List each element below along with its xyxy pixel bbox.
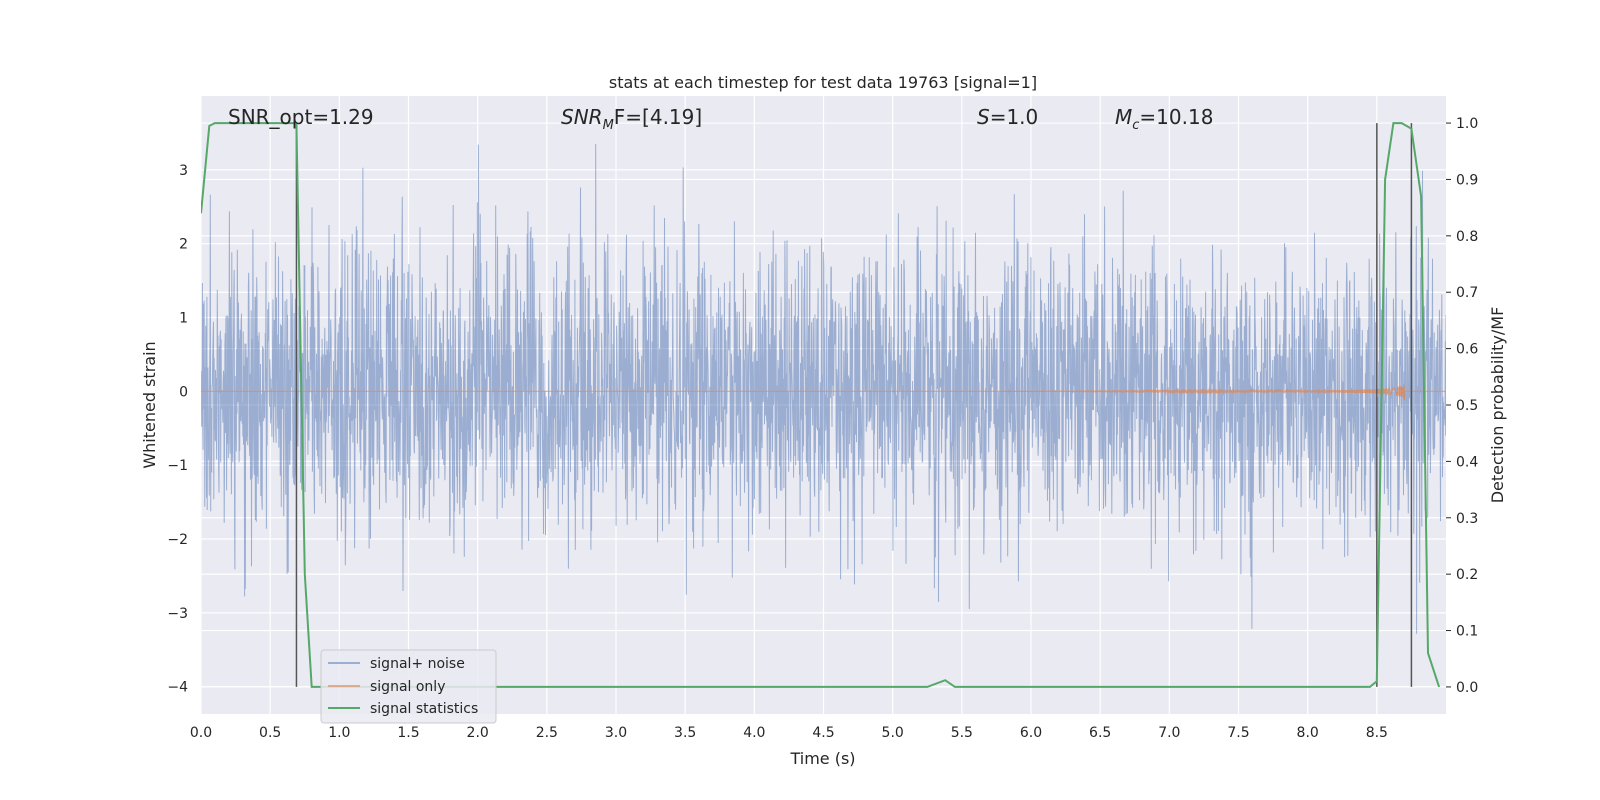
y2-tick-label: 0.0 <box>1456 680 1478 696</box>
x-tick-label: 3.5 <box>674 725 696 741</box>
y-tick-label: −3 <box>167 606 188 622</box>
legend: signal+ noise signal only signal statist… <box>320 649 497 724</box>
x-tick-label: 1.0 <box>328 725 350 741</box>
legend-box <box>320 649 497 724</box>
y2-tick-label: 0.5 <box>1456 398 1478 414</box>
y-tick-label: 0 <box>179 384 188 400</box>
x-tick-label: 5.5 <box>951 725 973 741</box>
x-tick-label: 8.5 <box>1366 725 1388 741</box>
annotation-s-value: =1.0 <box>990 105 1039 129</box>
y-tick-label: −4 <box>167 680 188 696</box>
x-tick-label: 1.5 <box>397 725 419 741</box>
y2-tick-label: 0.4 <box>1456 454 1478 470</box>
y-tick-label: 2 <box>179 237 188 253</box>
annotation-mc-subscript: c <box>1132 118 1139 133</box>
annotation-snr-mf-subscript: M <box>603 118 614 133</box>
x-tick-label: 7.0 <box>1158 725 1180 741</box>
y2-tick-label: 0.2 <box>1456 567 1478 583</box>
annotation-snr-mf: SNRMF=[4.19] <box>561 105 702 133</box>
y-axis-right-ticks: 1.0 0.9 0.8 0.7 0.6 0.5 0.4 0.3 0.2 0.1 0.0 <box>1446 116 1478 696</box>
x-tick-label: 6.5 <box>1089 725 1111 741</box>
x-tick-label: 8.0 <box>1297 725 1319 741</box>
legend-label-signal-noise: signal+ noise <box>370 656 465 672</box>
x-axis-ticks: 0.0 0.5 1.0 1.5 2.0 2.5 3.0 3.5 4.0 4.5 5.0 5.5 6.0 6… <box>190 725 1388 741</box>
x-tick-label: 4.0 <box>743 725 765 741</box>
series-signal-statistics <box>201 122 1441 688</box>
y-tick-label: −2 <box>167 532 188 548</box>
x-tick-label: 7.5 <box>1227 725 1249 741</box>
y2-tick-label: 0.3 <box>1456 511 1478 527</box>
series-signal-only <box>201 384 1446 401</box>
x-tick-label: 2.0 <box>467 725 489 741</box>
y2-tick-label: 0.6 <box>1456 342 1478 358</box>
y2-tick-label: 0.9 <box>1456 172 1478 188</box>
x-tick-label: 6.0 <box>1020 725 1042 741</box>
annotation-snr-mf-symbol: SNR <box>561 105 603 129</box>
annotation-s-symbol: S <box>977 105 990 129</box>
y-axis-left-ticks: 3 2 1 0 −1 −2 −3 −4 <box>167 163 188 696</box>
x-tick-label: 0.5 <box>259 725 281 741</box>
x-axis-label: Time (s) <box>789 749 855 768</box>
legend-label-signal-statistics: signal statistics <box>370 701 478 717</box>
y-tick-label: 3 <box>179 163 188 179</box>
y-tick-label: −1 <box>167 458 188 474</box>
x-tick-label: 4.5 <box>812 725 834 741</box>
y-axis-left-label: Whitened strain <box>140 341 159 468</box>
annotation-snr-opt: SNR_opt=1.29 <box>228 105 374 129</box>
annotation-mc-value: =10.18 <box>1139 105 1213 129</box>
annotations: SNR_opt=1.29 SNRMF=[4.19] S=1.0 Mc=10.18 <box>228 105 1213 133</box>
y-tick-label: 1 <box>179 311 188 327</box>
chart-title: stats at each timestep for test data 197… <box>609 73 1037 92</box>
y2-tick-label: 1.0 <box>1456 116 1478 132</box>
plot-marks <box>201 122 1446 688</box>
y2-tick-label: 0.7 <box>1456 285 1478 301</box>
annotation-mc-symbol: M <box>1115 105 1132 129</box>
y2-tick-label: 0.1 <box>1456 624 1478 640</box>
y-axis-right-label: Detection probability/MF <box>1488 307 1507 504</box>
legend-label-signal-only: signal only <box>370 679 445 695</box>
x-tick-label: 0.0 <box>190 725 212 741</box>
x-tick-label: 3.0 <box>605 725 627 741</box>
annotation-mc: Mc=10.18 <box>1115 105 1213 133</box>
x-tick-label: 2.5 <box>536 725 558 741</box>
y2-tick-label: 0.8 <box>1456 229 1478 245</box>
annotation-s: S=1.0 <box>977 105 1038 129</box>
annotation-snr-mf-value: F=[4.19] <box>614 105 702 129</box>
series-signal-noise <box>201 143 1446 634</box>
x-tick-label: 5.0 <box>882 725 904 741</box>
